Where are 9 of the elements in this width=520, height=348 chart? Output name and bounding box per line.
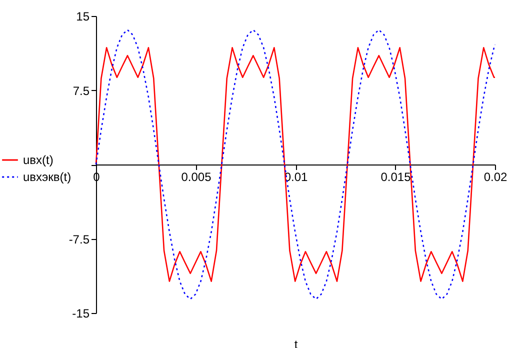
x-tick-label: 0.015 [380, 170, 412, 184]
legend-label: uвх(t) [23, 153, 54, 167]
x-tick-label: 0.02 [484, 170, 508, 184]
x-tick-label: 0.005 [181, 170, 212, 184]
y-tick-label: -7.5 [68, 232, 90, 246]
y-tick-label: -15 [72, 306, 90, 320]
y-tick-label: 7.5 [72, 84, 90, 98]
legend-label: uвхэкв(t) [23, 170, 72, 184]
y-tick-label: 15 [76, 10, 90, 24]
